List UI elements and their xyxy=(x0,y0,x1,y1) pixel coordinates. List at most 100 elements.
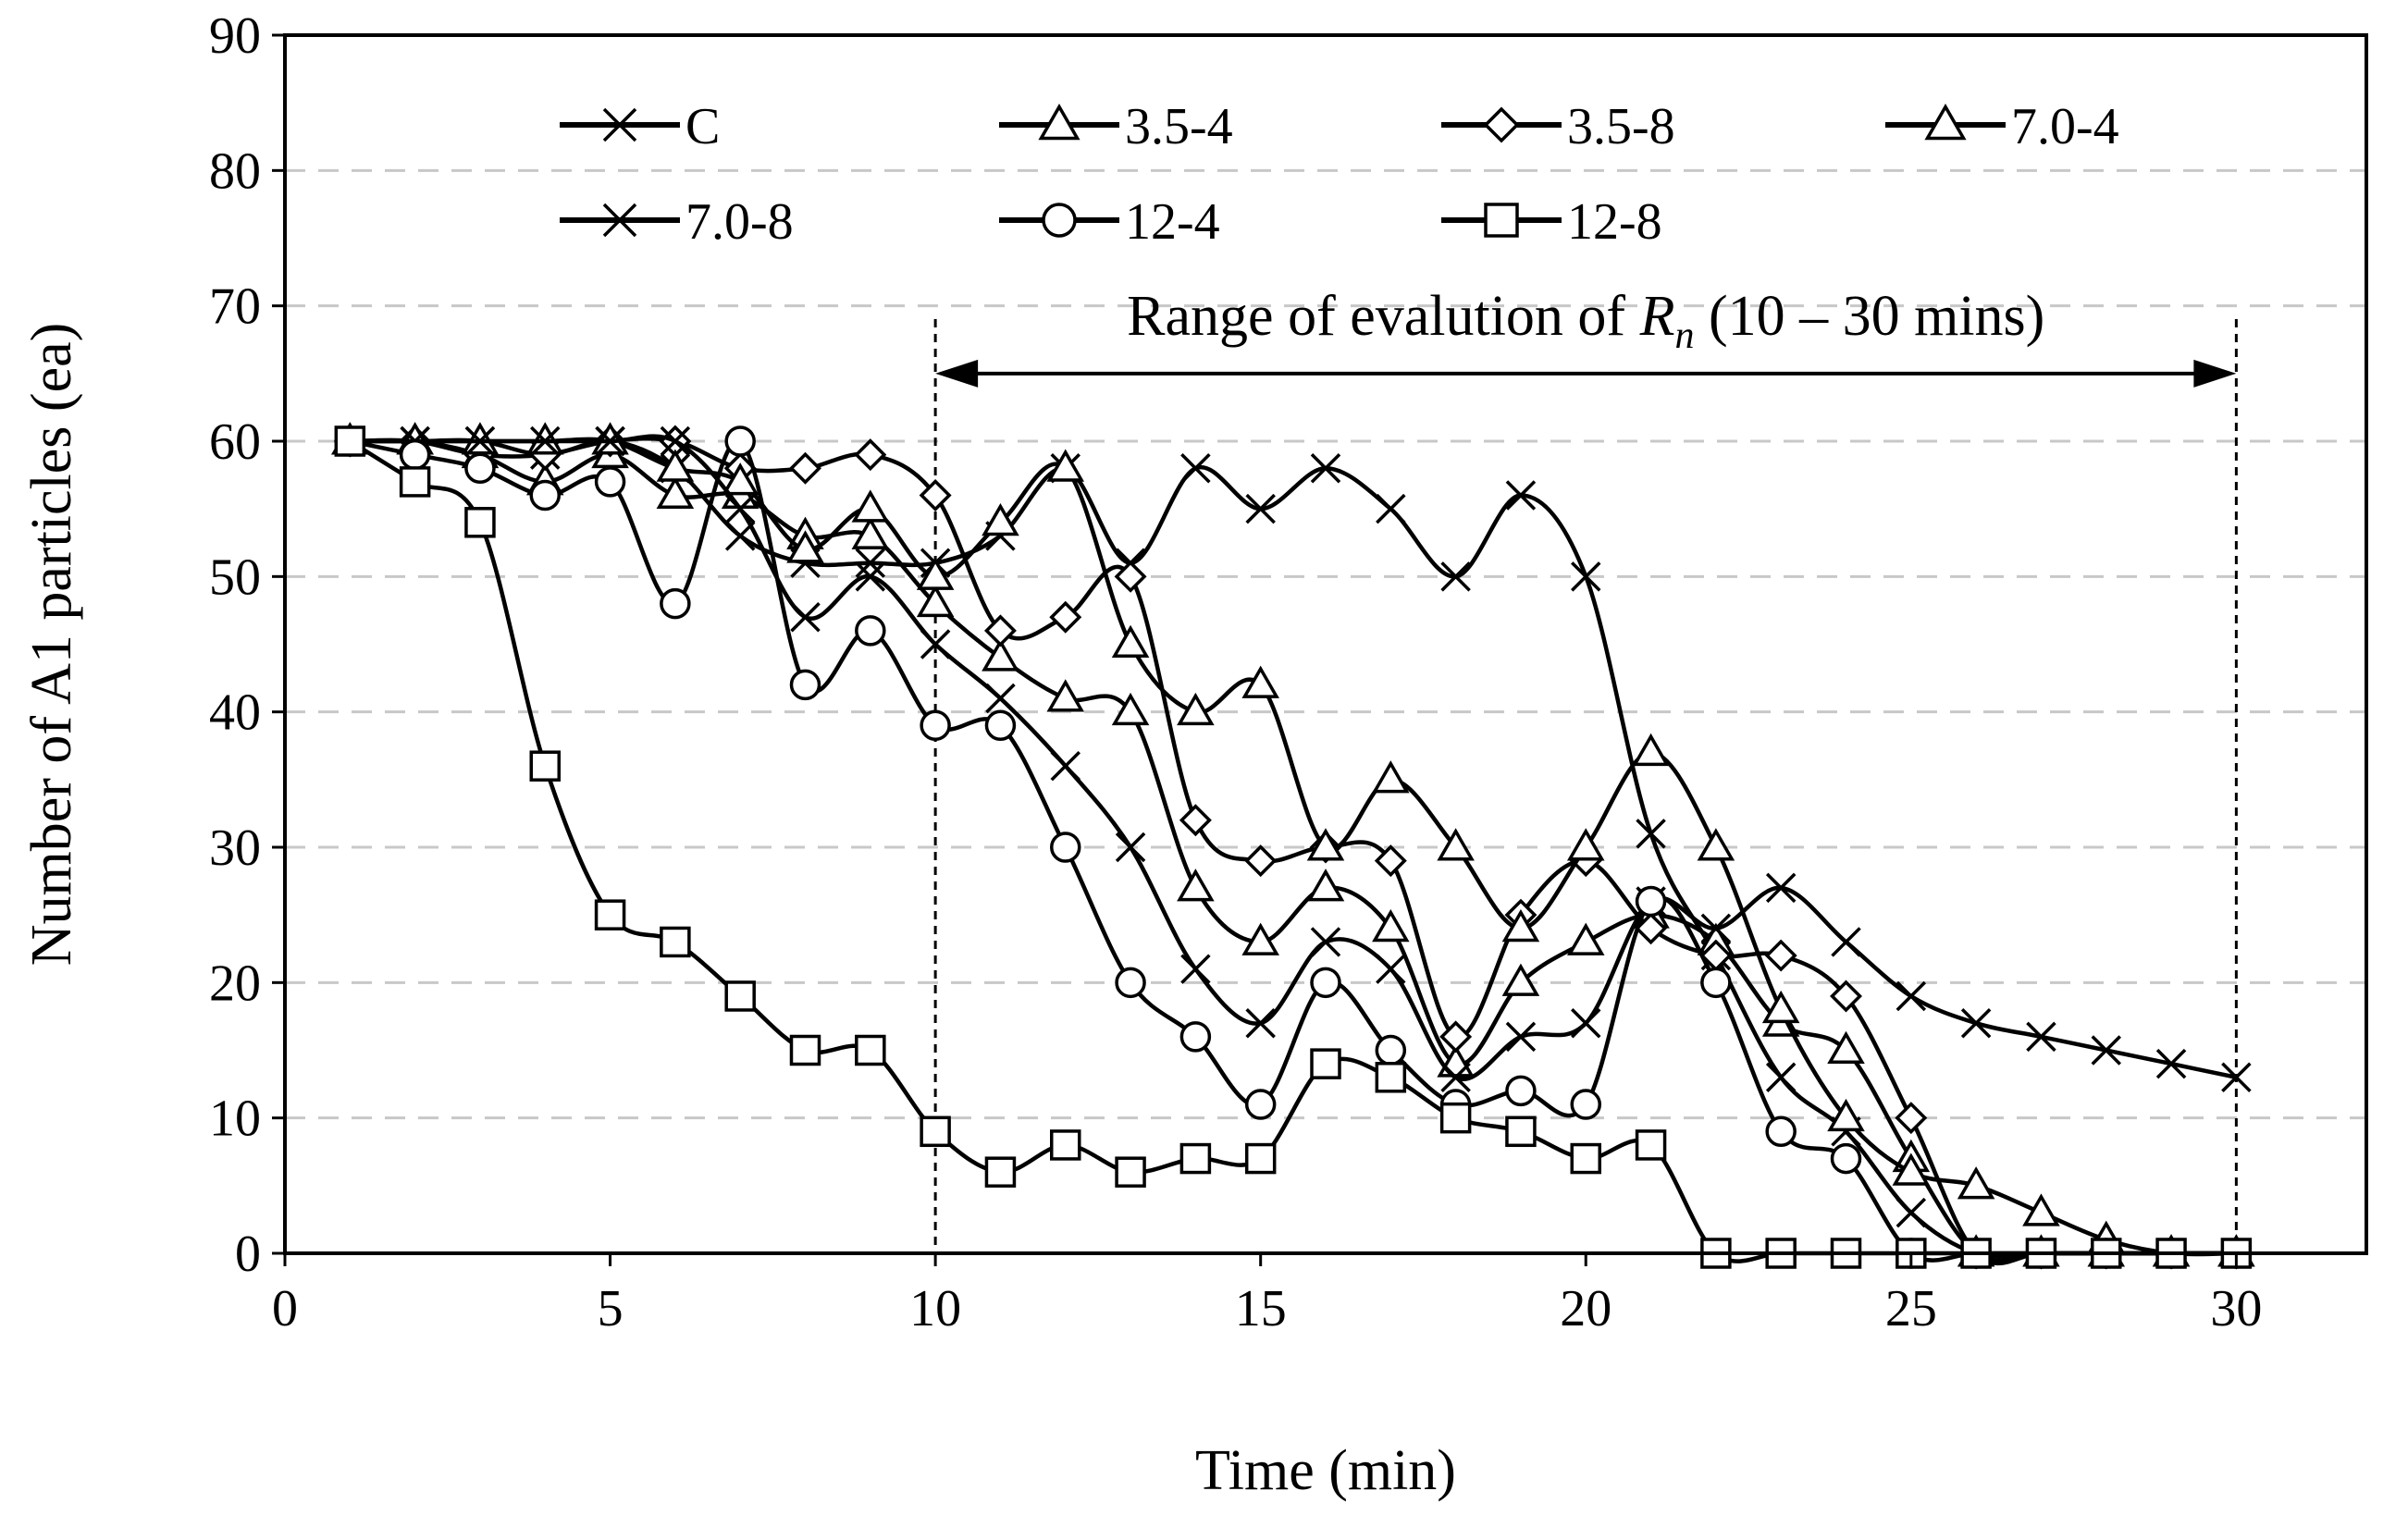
data-point-7.0-4 xyxy=(1306,828,1345,861)
data-point-12-8 xyxy=(1179,1142,1212,1175)
legend-label: 3.5-8 xyxy=(1567,98,1675,155)
axis-ticks: 0 10 20 30 40 50 60 70 80 90 0 5 10 15 20 25 30 xyxy=(209,7,2262,1337)
data-point-3.5-8 xyxy=(919,479,952,512)
annotation-prefix: Range of evalution of xyxy=(1127,285,1639,348)
data-point-3.5-4 xyxy=(916,584,955,618)
data-point-12-4 xyxy=(984,709,1017,742)
data-point-12-4 xyxy=(855,615,886,647)
data-point-C xyxy=(1376,493,1406,524)
data-point-7.0-4 xyxy=(916,557,955,590)
data-point-12-8 xyxy=(334,425,366,457)
data-point-12-4 xyxy=(1830,1142,1862,1175)
data-point-12-8 xyxy=(1050,1129,1081,1161)
data-point-7.0-8 xyxy=(1831,927,1861,957)
data-point-7.0-8 xyxy=(790,601,821,633)
evaluation-range-annotation: Range of evalution of Rn (10 – 30 mins) xyxy=(933,285,2238,1253)
x-tick-label: 20 xyxy=(1560,1280,1612,1337)
data-point-7.0-8 xyxy=(2091,1035,2121,1066)
data-point-12-4 xyxy=(1050,832,1081,863)
data-point-3.5-8 xyxy=(1244,844,1278,878)
data-point-7.0-8 xyxy=(724,493,756,524)
data-point-3.5-4 xyxy=(1372,909,1410,943)
range-annotation-label: Range of evalution of Rn (10 – 30 mins) xyxy=(1127,285,2044,357)
legend-marker xyxy=(1483,106,1520,143)
data-point-12-8 xyxy=(1439,1102,1472,1134)
data-point-12-4 xyxy=(920,709,951,742)
y-tick-label: 20 xyxy=(209,955,261,1012)
data-point-7.0-4 xyxy=(851,489,890,523)
data-point-12-8 xyxy=(1310,1048,1341,1079)
data-point-3.5-8 xyxy=(1179,804,1212,837)
data-point-3.5-8 xyxy=(1049,600,1082,634)
data-point-3.5-8 xyxy=(1764,939,1797,972)
data-point-C xyxy=(1636,819,1666,849)
data-point-12-8 xyxy=(724,980,756,1012)
data-point-12-4 xyxy=(789,669,821,701)
data-point-12-4 xyxy=(529,479,561,511)
x-tick-label: 5 xyxy=(598,1280,624,1337)
data-point-7.0-8 xyxy=(1896,980,1927,1012)
data-point-7.0-8 xyxy=(2026,1021,2056,1053)
data-point-7.0-8 xyxy=(1960,1007,1992,1039)
data-point-12-8 xyxy=(529,750,561,782)
data-point-12-4 xyxy=(1179,1021,1212,1053)
data-point-C xyxy=(1245,493,1276,524)
legend-marker xyxy=(1484,203,1519,238)
data-point-12-8 xyxy=(855,1034,886,1066)
data-point-7.0-4 xyxy=(1632,733,1670,767)
data-point-12-4 xyxy=(660,587,691,620)
legend-label: 7.0-8 xyxy=(685,193,794,251)
y-tick-label: 0 xyxy=(235,1226,261,1283)
data-point-12-4 xyxy=(594,466,626,498)
x-tick-label: 30 xyxy=(2210,1280,2262,1337)
annotation-subscript: n xyxy=(1674,314,1694,357)
data-point-3.5-8 xyxy=(1114,560,1147,593)
data-point-3.5-4 xyxy=(1306,869,1345,902)
data-point-3.5-8 xyxy=(1374,844,1407,878)
data-point-12-8 xyxy=(1505,1115,1537,1148)
data-point-7.0-8 xyxy=(595,425,625,457)
data-point-7.0-8 xyxy=(1765,872,1797,904)
data-point-7.0-4 xyxy=(1892,1152,1931,1186)
data-point-12-8 xyxy=(1115,1156,1146,1188)
data-point-C xyxy=(1440,561,1471,592)
legend-label: C xyxy=(685,98,720,155)
data-point-12-4 xyxy=(1765,1115,1797,1148)
data-point-7.0-4 xyxy=(1241,665,1279,698)
data-point-12-8 xyxy=(1570,1142,1601,1175)
y-tick-label: 40 xyxy=(209,684,261,742)
data-point-12-4 xyxy=(1375,1034,1407,1066)
legend-marker xyxy=(602,203,637,238)
data-point-C xyxy=(1310,453,1341,484)
data-point-7.0-8 xyxy=(464,425,496,457)
x-tick-label: 25 xyxy=(1885,1280,1937,1337)
range-arrow-head-right xyxy=(2193,359,2237,388)
data-point-12-4 xyxy=(1310,967,1341,999)
data-point-12-4 xyxy=(724,425,756,457)
data-point-C xyxy=(1765,1062,1797,1093)
plot-area-frame xyxy=(283,33,2368,1255)
data-point-7.0-4 xyxy=(1046,449,1085,482)
data-point-7.0-4 xyxy=(1111,624,1150,658)
data-point-12-8 xyxy=(920,1115,951,1148)
data-point-12-4 xyxy=(399,438,431,471)
data-point-12-8 xyxy=(1635,1129,1667,1161)
data-point-7.0-8 xyxy=(1115,832,1146,863)
data-point-7.0-8 xyxy=(1440,1062,1471,1093)
data-point-C xyxy=(855,548,886,578)
data-point-7.0-4 xyxy=(656,449,695,482)
legend-entry-C: C xyxy=(560,98,720,155)
data-point-7.0-8 xyxy=(855,561,886,592)
data-point-C xyxy=(1896,1197,1927,1228)
y-tick-label: 70 xyxy=(209,278,261,336)
data-point-12-4 xyxy=(1570,1089,1601,1120)
legend-entry-12-4: 12-4 xyxy=(999,193,1220,251)
data-point-7.0-8 xyxy=(660,425,691,457)
data-point-7.0-4 xyxy=(1437,828,1475,861)
data-point-7.0-8 xyxy=(1376,954,1406,984)
data-point-7.0-8 xyxy=(1050,750,1081,782)
legend-entry-3.5-8: 3.5-8 xyxy=(1441,98,1675,155)
legend: C 3.5-4 3.5-8 7.0-4 7.0-8 12-4 12-8 xyxy=(560,98,2119,251)
data-point-3.5-8 xyxy=(1830,980,1862,1013)
